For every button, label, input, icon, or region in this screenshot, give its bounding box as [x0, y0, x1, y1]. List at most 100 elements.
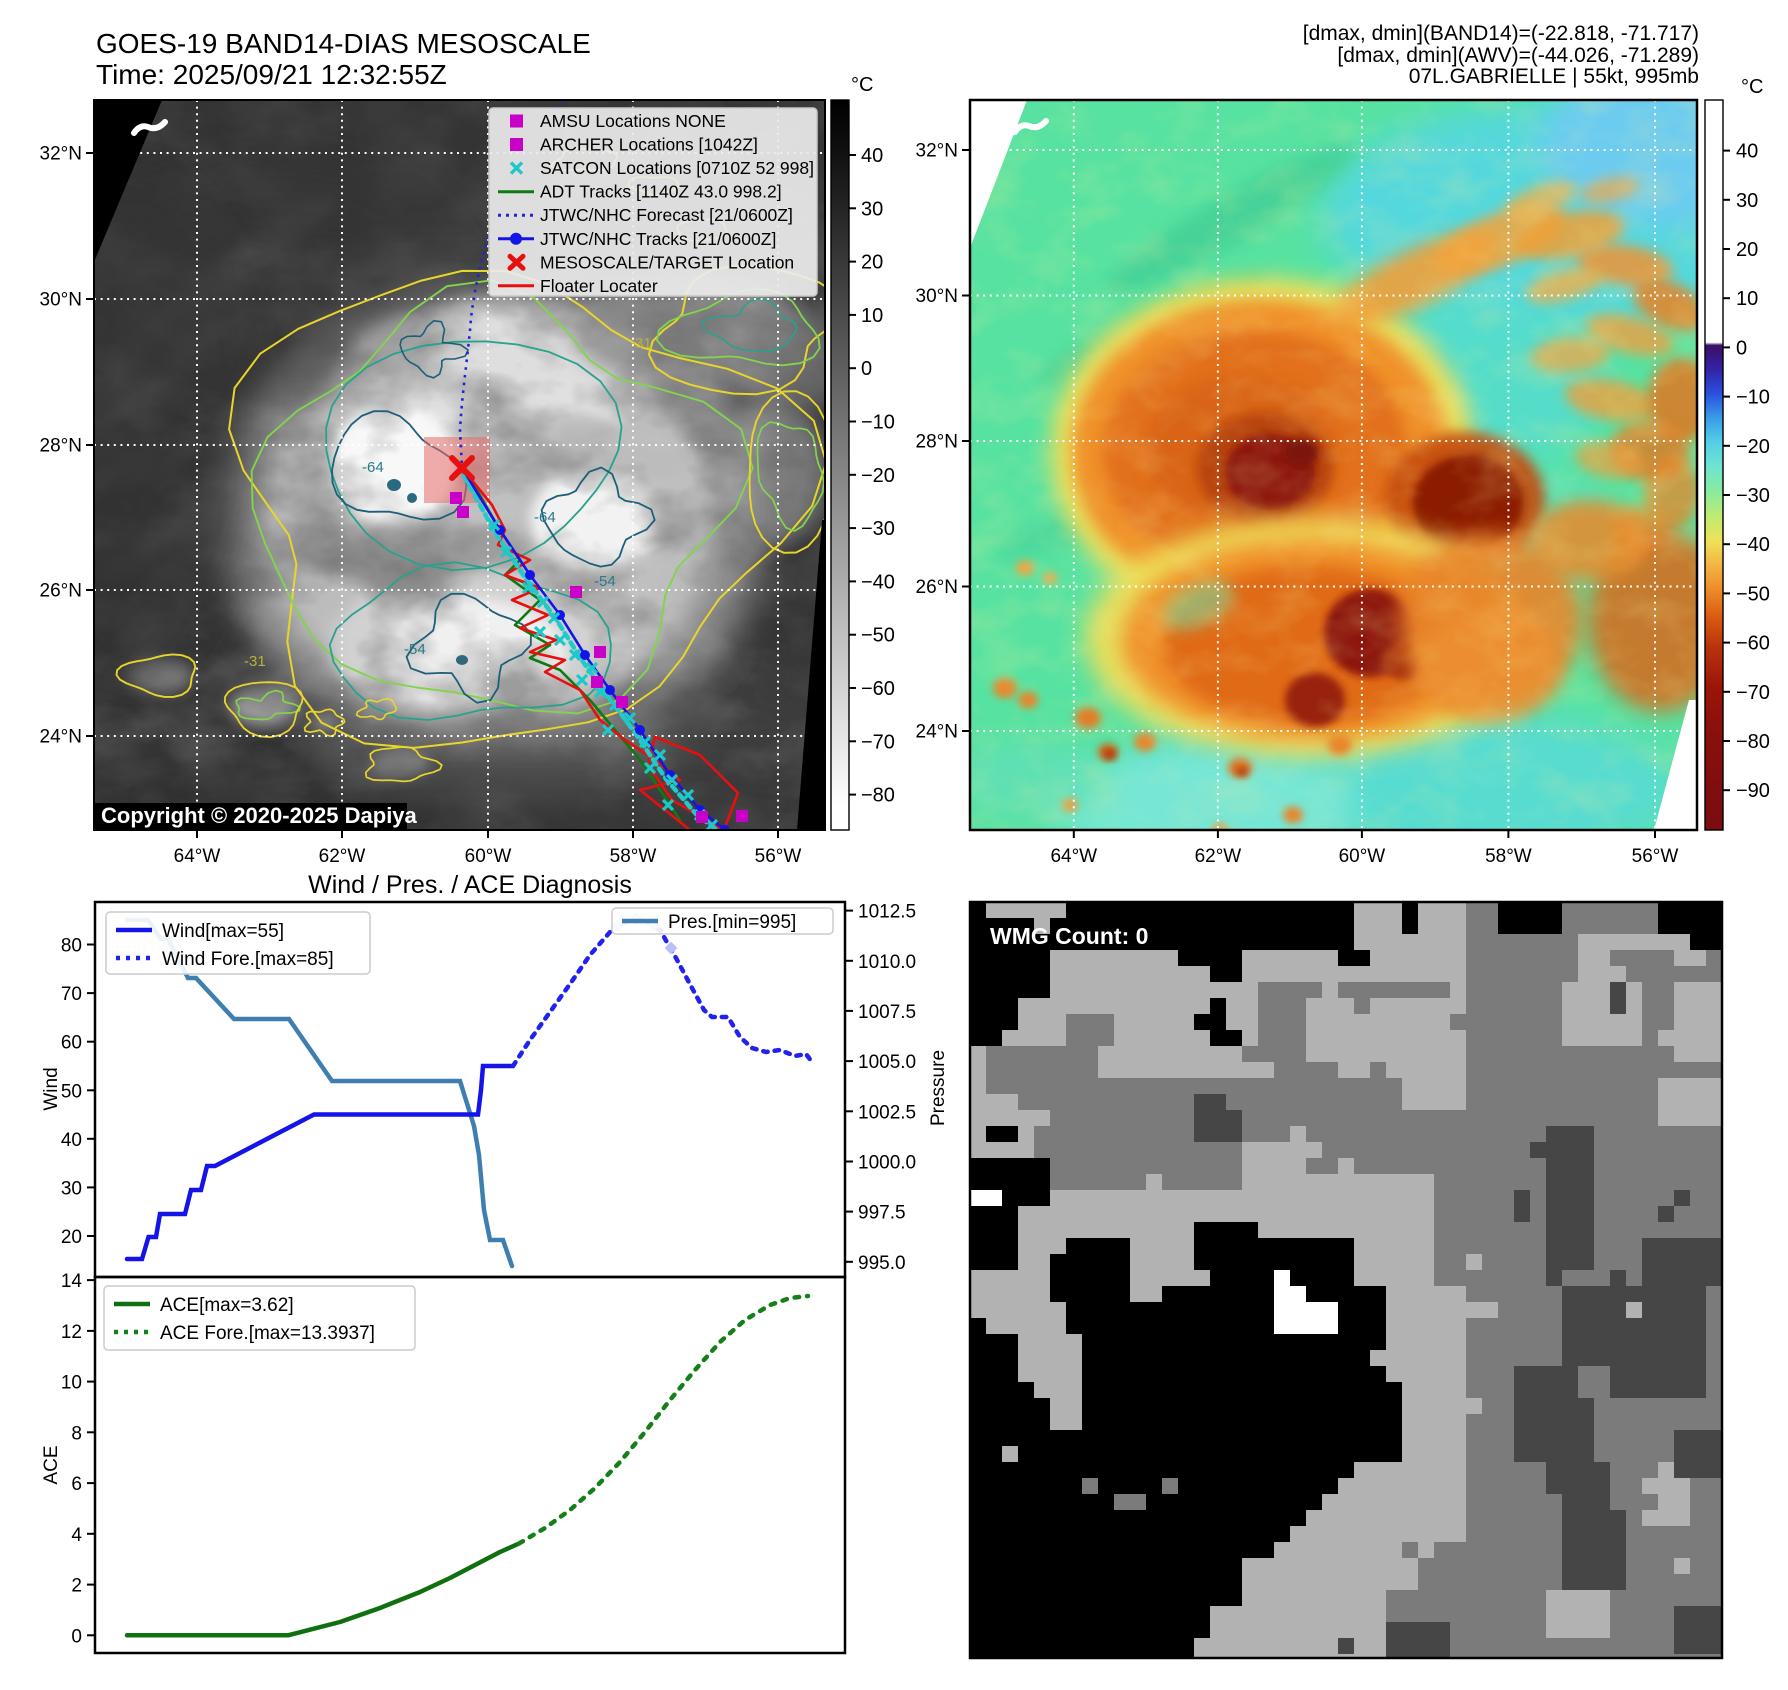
svg-text:ARCHER Locations [1042Z]: ARCHER Locations [1042Z] [540, 135, 758, 155]
svg-text:SATCON Locations [0710Z 52 998: SATCON Locations [0710Z 52 998] [540, 158, 814, 178]
svg-text:56°W: 56°W [755, 846, 802, 867]
svg-text:64°W: 64°W [1050, 846, 1097, 867]
svg-text:12: 12 [61, 1322, 82, 1343]
svg-text:ADT Tracks [1140Z 43.0 998.2]: ADT Tracks [1140Z 43.0 998.2] [540, 182, 782, 202]
svg-text:6: 6 [71, 1474, 82, 1495]
svg-text:14: 14 [61, 1271, 83, 1292]
svg-text:-31: -31 [630, 335, 652, 352]
svg-text:1010.0: 1010.0 [858, 952, 916, 973]
svg-text:1000.0: 1000.0 [858, 1153, 916, 1174]
svg-text:40: 40 [1736, 141, 1758, 163]
svg-text:Pressure: Pressure [928, 1050, 949, 1126]
svg-text:JTWC/NHC Forecast [21/0600Z]: JTWC/NHC Forecast [21/0600Z] [540, 205, 793, 225]
svg-text:10: 10 [61, 1373, 82, 1394]
svg-text:−60: −60 [861, 678, 895, 700]
svg-text:-64: -64 [362, 459, 384, 476]
svg-text:40: 40 [61, 1130, 82, 1151]
svg-text:20: 20 [861, 252, 883, 274]
svg-text:−80: −80 [861, 785, 895, 807]
svg-text:−10: −10 [1736, 387, 1770, 409]
svg-text:8: 8 [71, 1423, 82, 1444]
svg-text:62°W: 62°W [1195, 846, 1242, 867]
svg-text:−90: −90 [1736, 780, 1770, 802]
svg-text:Copyright © 2020-2025 Dapiya: Copyright © 2020-2025 Dapiya [101, 803, 418, 828]
svg-text:°C: °C [1741, 76, 1763, 98]
svg-text:20: 20 [61, 1227, 82, 1248]
svg-text:50: 50 [61, 1081, 82, 1102]
svg-text:1005.0: 1005.0 [858, 1052, 916, 1073]
svg-text:−70: −70 [861, 731, 895, 753]
svg-text:30: 30 [861, 198, 883, 220]
svg-text:AMSU Locations NONE: AMSU Locations NONE [540, 111, 726, 131]
svg-text:40: 40 [861, 145, 883, 167]
svg-text:−50: −50 [1736, 583, 1770, 605]
svg-text:60°W: 60°W [465, 846, 512, 867]
svg-text:07L.GABRIELLE | 55kt, 995mb: 07L.GABRIELLE | 55kt, 995mb [1409, 65, 1699, 88]
svg-text:−10: −10 [861, 412, 895, 434]
svg-text:-54: -54 [404, 641, 426, 658]
svg-text:10: 10 [1736, 288, 1758, 310]
svg-text:30°N: 30°N [916, 286, 958, 307]
svg-text:1007.5: 1007.5 [858, 1002, 916, 1023]
svg-text:4: 4 [71, 1525, 82, 1546]
svg-text:Wind Fore.[max=85]: Wind Fore.[max=85] [162, 949, 334, 970]
svg-text:1012.5: 1012.5 [858, 902, 916, 923]
svg-text:28°N: 28°N [40, 436, 82, 457]
svg-text:26°N: 26°N [916, 577, 958, 598]
svg-text:0: 0 [71, 1626, 82, 1647]
svg-text:Floater Locater: Floater Locater [540, 276, 658, 296]
svg-text:60°W: 60°W [1339, 846, 1386, 867]
svg-text:−60: −60 [1736, 633, 1770, 655]
svg-text:−70: −70 [1736, 682, 1770, 704]
svg-text:30: 30 [1736, 190, 1758, 212]
svg-text:995.0: 995.0 [858, 1253, 906, 1274]
svg-text:−20: −20 [861, 465, 895, 487]
svg-text:−40: −40 [1736, 534, 1770, 556]
svg-text:58°W: 58°W [610, 846, 657, 867]
svg-text:80: 80 [61, 936, 82, 957]
svg-text:−30: −30 [861, 518, 895, 540]
svg-text:1002.5: 1002.5 [858, 1102, 916, 1123]
svg-text:24°N: 24°N [916, 722, 958, 743]
svg-text:56°W: 56°W [1632, 846, 1679, 867]
svg-text:-31: -31 [244, 653, 266, 670]
svg-text:-64: -64 [534, 509, 556, 526]
svg-text:32°N: 32°N [916, 141, 958, 162]
svg-text:−80: −80 [1736, 731, 1770, 753]
svg-text:ACE Fore.[max=13.3937]: ACE Fore.[max=13.3937] [160, 1323, 375, 1344]
svg-text:2: 2 [71, 1576, 82, 1597]
svg-text:30: 30 [61, 1178, 82, 1199]
svg-text:Wind[max=55]: Wind[max=55] [162, 921, 284, 942]
svg-text:20: 20 [1736, 239, 1758, 261]
svg-text:MESOSCALE/TARGET Location: MESOSCALE/TARGET Location [540, 252, 794, 272]
svg-text:70: 70 [61, 984, 82, 1005]
svg-text:28°N: 28°N [916, 432, 958, 453]
svg-text:ACE[max=3.62]: ACE[max=3.62] [160, 1295, 294, 1316]
svg-text:26°N: 26°N [40, 581, 82, 602]
svg-text:Pres.[min=995]: Pres.[min=995] [668, 912, 796, 933]
svg-text:60: 60 [61, 1033, 82, 1054]
svg-text:32°N: 32°N [40, 144, 82, 165]
svg-text:62°W: 62°W [319, 846, 366, 867]
svg-text:[dmax, dmin](AWV)=(-44.026, -7: [dmax, dmin](AWV)=(-44.026, -71.289) [1337, 44, 1699, 67]
svg-text:WMG Count: 0: WMG Count: 0 [990, 923, 1148, 949]
svg-text:[dmax, dmin](BAND14)=(-22.818,: [dmax, dmin](BAND14)=(-22.818, -71.717) [1303, 22, 1699, 45]
svg-text:-54: -54 [594, 573, 616, 590]
svg-text:0: 0 [861, 358, 872, 380]
svg-text:Wind: Wind [41, 1067, 62, 1110]
svg-text:997.5: 997.5 [858, 1203, 906, 1224]
svg-text:24°N: 24°N [40, 727, 82, 748]
svg-text:0: 0 [1736, 337, 1747, 359]
svg-text:−20: −20 [1736, 436, 1770, 458]
svg-text:10: 10 [861, 305, 883, 327]
svg-text:−50: −50 [861, 625, 895, 647]
svg-text:58°W: 58°W [1485, 846, 1532, 867]
svg-text:Time: 2025/09/21 12:32:55Z: Time: 2025/09/21 12:32:55Z [96, 59, 447, 90]
svg-text:−40: −40 [861, 571, 895, 593]
svg-text:JTWC/NHC Tracks [21/0600Z]: JTWC/NHC Tracks [21/0600Z] [540, 229, 776, 249]
svg-text:GOES-19 BAND14-DIAS MESOSCALE: GOES-19 BAND14-DIAS MESOSCALE [96, 28, 591, 59]
svg-text:−30: −30 [1736, 485, 1770, 507]
svg-text:30°N: 30°N [40, 290, 82, 311]
svg-text:Wind / Pres. / ACE Diagnosis: Wind / Pres. / ACE Diagnosis [308, 871, 632, 899]
svg-text:°C: °C [851, 74, 873, 96]
